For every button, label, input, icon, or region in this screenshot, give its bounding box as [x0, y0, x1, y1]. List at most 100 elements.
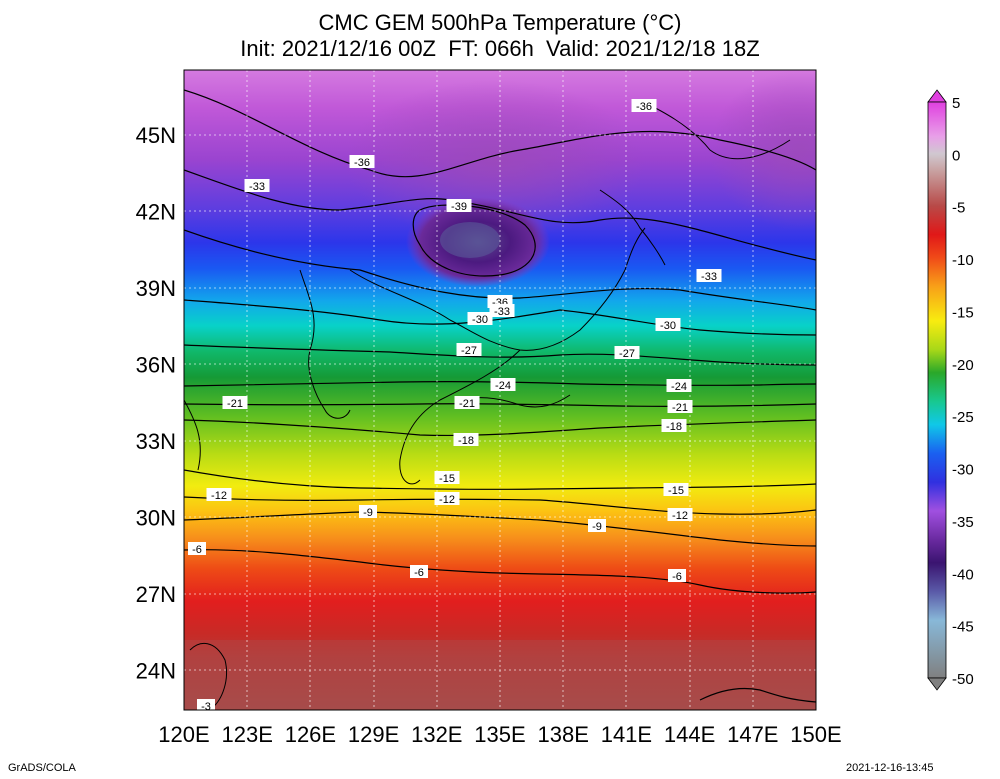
contour-label: -18 [453, 433, 479, 447]
colorbar-bar [927, 101, 947, 679]
lat-label: 39N [136, 276, 176, 301]
contour-label: -30 [467, 312, 493, 326]
svg-text:-21: -21 [227, 398, 243, 410]
svg-text:-12: -12 [211, 490, 227, 502]
svg-text:-33: -33 [494, 306, 510, 318]
svg-text:-15: -15 [668, 485, 684, 497]
map-title: CMC GEM 500hPa Temperature (°C) [318, 10, 682, 35]
lon-label: 141E [601, 722, 652, 747]
svg-text:-30: -30 [660, 320, 676, 332]
lon-label: 144E [664, 722, 715, 747]
lon-label: 135E [474, 722, 525, 747]
svg-text:-33: -33 [249, 181, 265, 193]
lon-label: 138E [538, 722, 589, 747]
map-frame [183, 69, 817, 711]
svg-text:-6: -6 [672, 571, 682, 583]
temperature-field: -36-39-36-33-33-36-33-30 -30-27 -27-24 -24-… [184, 70, 816, 713]
colorbar-label: -30 [952, 462, 974, 479]
lat-label: 45N [136, 123, 176, 148]
footer-credit: GrADS/COLA [8, 762, 76, 774]
colorbar-label: -50 [952, 671, 974, 688]
contour-label: -33 [244, 179, 270, 193]
svg-text:-3: -3 [201, 701, 211, 713]
colorbar-top-arrow [927, 89, 947, 103]
svg-text:-18: -18 [458, 435, 474, 447]
colorbar-label: -20 [952, 357, 974, 374]
contour-label: -15 [434, 471, 460, 485]
svg-text:-30: -30 [472, 314, 488, 326]
contour-label: -24 [666, 379, 692, 393]
svg-text:-6: -6 [192, 544, 202, 556]
contour-label: -33 [696, 269, 722, 283]
colorbar: 5 0 -5 -10 -15 -20 -25 -30 -35 -40 -45 -50 [927, 89, 974, 691]
lon-label: 147E [727, 722, 778, 747]
colorbar-label: 0 [952, 147, 960, 164]
contour-label: -27 [456, 343, 482, 357]
lat-label: 24N [136, 659, 176, 684]
contour-label: -27 [614, 346, 640, 360]
contour-label: -36 [631, 99, 657, 113]
svg-text:-9: -9 [592, 521, 602, 533]
lat-label: 42N [136, 200, 176, 225]
isotherm-lines [184, 89, 816, 703]
svg-text:-21: -21 [459, 398, 475, 410]
contour-label: -12 [667, 508, 693, 522]
contour-label: -9 [359, 505, 377, 519]
colorbar-label: -35 [952, 514, 974, 531]
svg-text:-27: -27 [461, 345, 477, 357]
svg-text:-36: -36 [636, 101, 652, 113]
lat-label: 27N [136, 582, 176, 607]
lon-label: 123E [222, 722, 273, 747]
longitude-labels: 120E 123E 126E 129E 132E 135E 138E 141E 144E 147E… [158, 722, 841, 747]
contour-label: -24 [490, 378, 516, 392]
contour-label: -6 [410, 565, 428, 579]
lat-label: 30N [136, 506, 176, 531]
colorbar-label: 5 [952, 95, 960, 112]
contour-label: -21 [222, 396, 248, 410]
contour-label: -12 [434, 492, 460, 506]
contour-label: -21 [454, 396, 480, 410]
graticule [184, 70, 816, 710]
colorbar-label: -5 [952, 200, 965, 217]
colorbar-label: -45 [952, 619, 974, 636]
svg-text:-12: -12 [672, 510, 688, 522]
svg-text:-39: -39 [451, 201, 467, 213]
lon-label: 129E [348, 722, 399, 747]
colorbar-label: -10 [952, 252, 974, 269]
contour-label: -39 [446, 199, 472, 213]
lon-label: 150E [790, 722, 841, 747]
svg-text:-12: -12 [439, 494, 455, 506]
svg-text:-24: -24 [671, 381, 687, 393]
lat-label: 33N [136, 429, 176, 454]
svg-text:-18: -18 [666, 421, 682, 433]
svg-text:-33: -33 [701, 271, 717, 283]
lon-label: 120E [158, 722, 209, 747]
colorbar-label: -15 [952, 304, 974, 321]
map-subtitle: Init: 2021/12/16 00Z FT: 066h Valid: 202… [240, 36, 760, 61]
contour-label: -30 [655, 318, 681, 332]
contour-label: -9 [588, 519, 606, 533]
contour-labels: -36-39-36-33-33-36-33-30 -30-27 -27-24 -24-… [188, 99, 722, 713]
lon-label: 126E [285, 722, 336, 747]
lon-label: 132E [411, 722, 462, 747]
latitude-labels: 45N 42N 39N 36N 33N 30N 27N 24N [136, 123, 176, 684]
footer-timestamp: 2021-12-16-13:45 [846, 762, 934, 774]
contour-label: -21 [667, 400, 693, 414]
contour-label: -6 [668, 569, 686, 583]
svg-text:-24: -24 [495, 380, 511, 392]
colorbar-bottom-arrow [927, 677, 947, 691]
contour-label: -3 [197, 699, 215, 713]
contour-label: -36 [349, 155, 375, 169]
svg-text:-6: -6 [414, 567, 424, 579]
svg-text:-36: -36 [354, 157, 370, 169]
contour-label: -33 [489, 304, 515, 318]
colorbar-label: -25 [952, 409, 974, 426]
coastlines [184, 99, 791, 709]
contour-label: -18 [661, 419, 687, 433]
svg-text:-27: -27 [619, 348, 635, 360]
colorbar-labels: 5 0 -5 -10 -15 -20 -25 -30 -35 -40 -45 -50 [952, 95, 974, 688]
lat-label: 36N [136, 353, 176, 378]
svg-text:-9: -9 [363, 507, 373, 519]
contour-label: -15 [663, 483, 689, 497]
